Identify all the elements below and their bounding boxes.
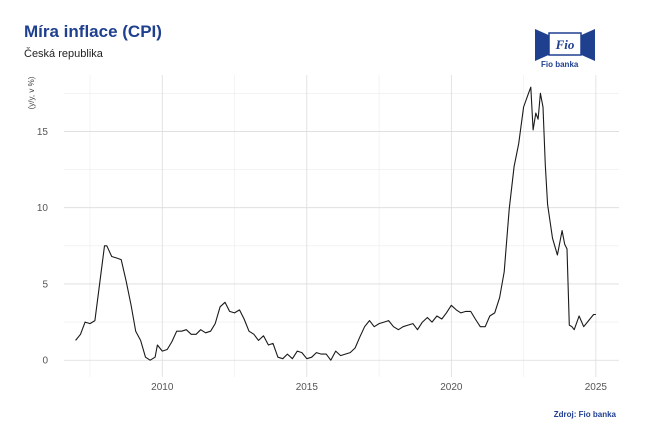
grid-minor	[64, 75, 619, 377]
x-tick-label: 2015	[296, 382, 319, 393]
grid-major	[64, 75, 619, 377]
y-axis-label: (y/y, v %)	[27, 76, 36, 109]
y-axis-tick-labels: 0 5 10 15	[37, 127, 49, 367]
x-axis-tick-labels: 2010 2015 2020 2025	[151, 382, 607, 393]
y-tick-label: 0	[42, 356, 48, 367]
x-tick-label: 2020	[440, 382, 463, 393]
chart-title: Míra inflace (CPI)	[24, 22, 162, 41]
inflation-line	[75, 86, 596, 361]
y-tick-label: 10	[37, 203, 49, 214]
fio-banka-logo: Fio	[535, 29, 595, 61]
source-note: Zdroj: Fio banka	[553, 410, 616, 419]
y-tick-label: 15	[37, 127, 49, 138]
logo-banner	[548, 32, 582, 56]
x-tick-label: 2025	[585, 382, 608, 393]
chart-subtitle: Česká republika	[24, 48, 103, 60]
x-tick-label: 2010	[151, 382, 174, 393]
y-tick-label: 5	[42, 279, 48, 290]
logo-mark-text: Fio	[555, 37, 575, 52]
logo-label: Fio banka	[541, 60, 579, 69]
